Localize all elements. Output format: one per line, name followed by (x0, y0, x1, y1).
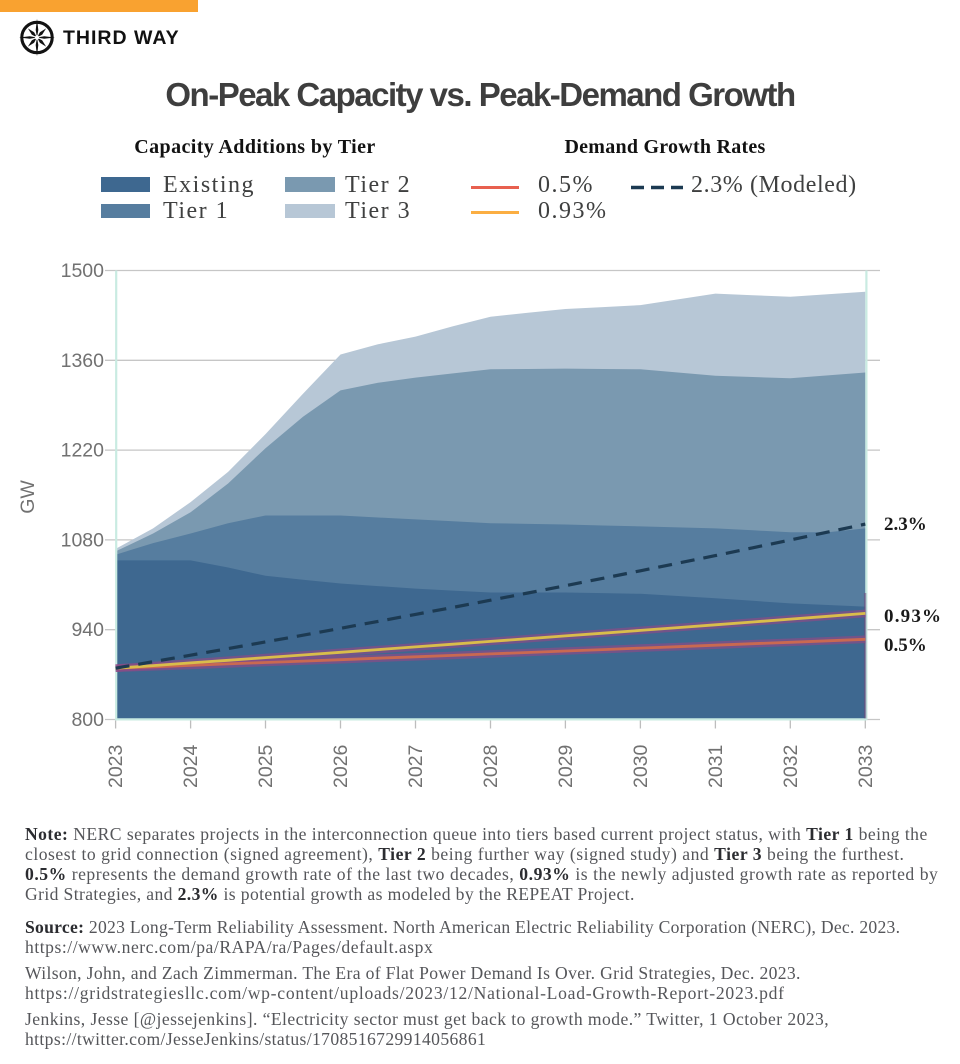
svg-text:1360: 1360 (61, 350, 105, 372)
svg-text:1220: 1220 (61, 440, 105, 462)
svg-text:2030: 2030 (630, 744, 652, 788)
svg-text:1080: 1080 (61, 529, 105, 551)
svg-text:2027: 2027 (405, 745, 427, 788)
svg-text:2023: 2023 (105, 745, 127, 788)
svg-text:0.93%: 0.93% (884, 606, 942, 627)
svg-text:GW: GW (17, 480, 39, 514)
svg-text:2026: 2026 (330, 745, 352, 788)
svg-text:2029: 2029 (555, 745, 577, 788)
svg-text:2032: 2032 (780, 745, 802, 788)
svg-text:1500: 1500 (61, 260, 105, 282)
svg-text:0.5%: 0.5% (884, 635, 927, 656)
svg-text:2028: 2028 (480, 745, 502, 788)
svg-text:2024: 2024 (180, 744, 202, 788)
svg-text:800: 800 (71, 709, 104, 731)
svg-text:2025: 2025 (255, 744, 277, 788)
svg-text:940: 940 (71, 619, 104, 641)
svg-text:2031: 2031 (705, 745, 727, 788)
svg-text:2.3%: 2.3% (884, 514, 927, 535)
svg-text:2033: 2033 (855, 745, 877, 788)
